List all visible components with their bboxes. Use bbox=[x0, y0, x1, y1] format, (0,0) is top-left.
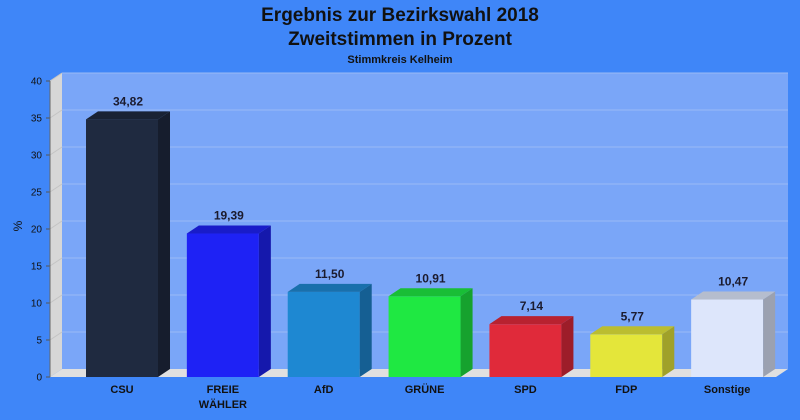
x-tick-label: FDP bbox=[615, 384, 637, 396]
bar bbox=[186, 233, 259, 377]
data-label: 34,82 bbox=[113, 94, 143, 108]
bar-top bbox=[287, 283, 372, 292]
y-tick-label: 10 bbox=[31, 299, 43, 310]
gridline-side bbox=[49, 331, 63, 341]
chart-title-line2: Zweitstimmen in Prozent bbox=[288, 29, 512, 50]
chart-title: Ergebnis zur Bezirkswahl 2018 bbox=[261, 5, 539, 26]
data-label: 5,77 bbox=[621, 309, 645, 323]
gridline-side bbox=[49, 257, 63, 267]
x-tick-label: FREIE bbox=[207, 384, 239, 396]
x-tick-label: GRÜNE bbox=[405, 383, 445, 396]
y-tick-label: 15 bbox=[31, 262, 43, 273]
y-tick-label: 0 bbox=[36, 373, 42, 384]
x-tick-label: Sonstige bbox=[704, 384, 750, 396]
bar bbox=[86, 119, 158, 377]
bar bbox=[590, 334, 663, 377]
y-tick-label: 40 bbox=[31, 77, 43, 88]
x-tick-label: AfD bbox=[314, 384, 334, 396]
bar-side bbox=[763, 291, 776, 377]
bar-top bbox=[186, 225, 271, 234]
y-tick-label: 30 bbox=[31, 151, 43, 162]
bar bbox=[287, 291, 360, 377]
bar-side bbox=[561, 316, 574, 377]
bar-side bbox=[359, 283, 372, 377]
data-label: 10,47 bbox=[718, 275, 748, 289]
y-tick-label: 35 bbox=[31, 114, 43, 125]
bar-top bbox=[590, 326, 675, 335]
gridline-side bbox=[49, 183, 63, 193]
bar-side bbox=[258, 225, 271, 377]
data-label: 11,50 bbox=[315, 267, 345, 281]
bar-top bbox=[388, 288, 473, 297]
x-tick-label: WÄHLER bbox=[199, 398, 247, 411]
bar-side bbox=[662, 326, 675, 377]
gridline-side bbox=[49, 146, 63, 156]
gridline-side bbox=[49, 220, 63, 230]
x-tick-label: SPD bbox=[514, 384, 537, 396]
bar-side bbox=[158, 111, 170, 377]
bar bbox=[691, 299, 764, 377]
bar-top bbox=[86, 111, 170, 120]
y-tick-label: 20 bbox=[31, 225, 43, 236]
y-tick-label: 25 bbox=[31, 188, 43, 199]
y-tick-label: 5 bbox=[36, 336, 42, 347]
data-label: 19,39 bbox=[214, 209, 244, 223]
bar bbox=[489, 324, 562, 377]
gridline-side bbox=[49, 72, 63, 82]
bar bbox=[388, 296, 461, 377]
chart-subtitle: Stimmkreis Kelheim bbox=[347, 54, 453, 66]
bar-top bbox=[489, 316, 574, 325]
gridline-side bbox=[49, 294, 63, 304]
y-axis-label: % bbox=[11, 220, 25, 231]
gridline-side bbox=[49, 109, 63, 119]
bar-top bbox=[691, 291, 776, 300]
x-tick-label: CSU bbox=[110, 384, 133, 396]
bar-side bbox=[460, 288, 473, 377]
data-label: 10,91 bbox=[416, 271, 446, 285]
data-label: 7,14 bbox=[520, 299, 544, 313]
